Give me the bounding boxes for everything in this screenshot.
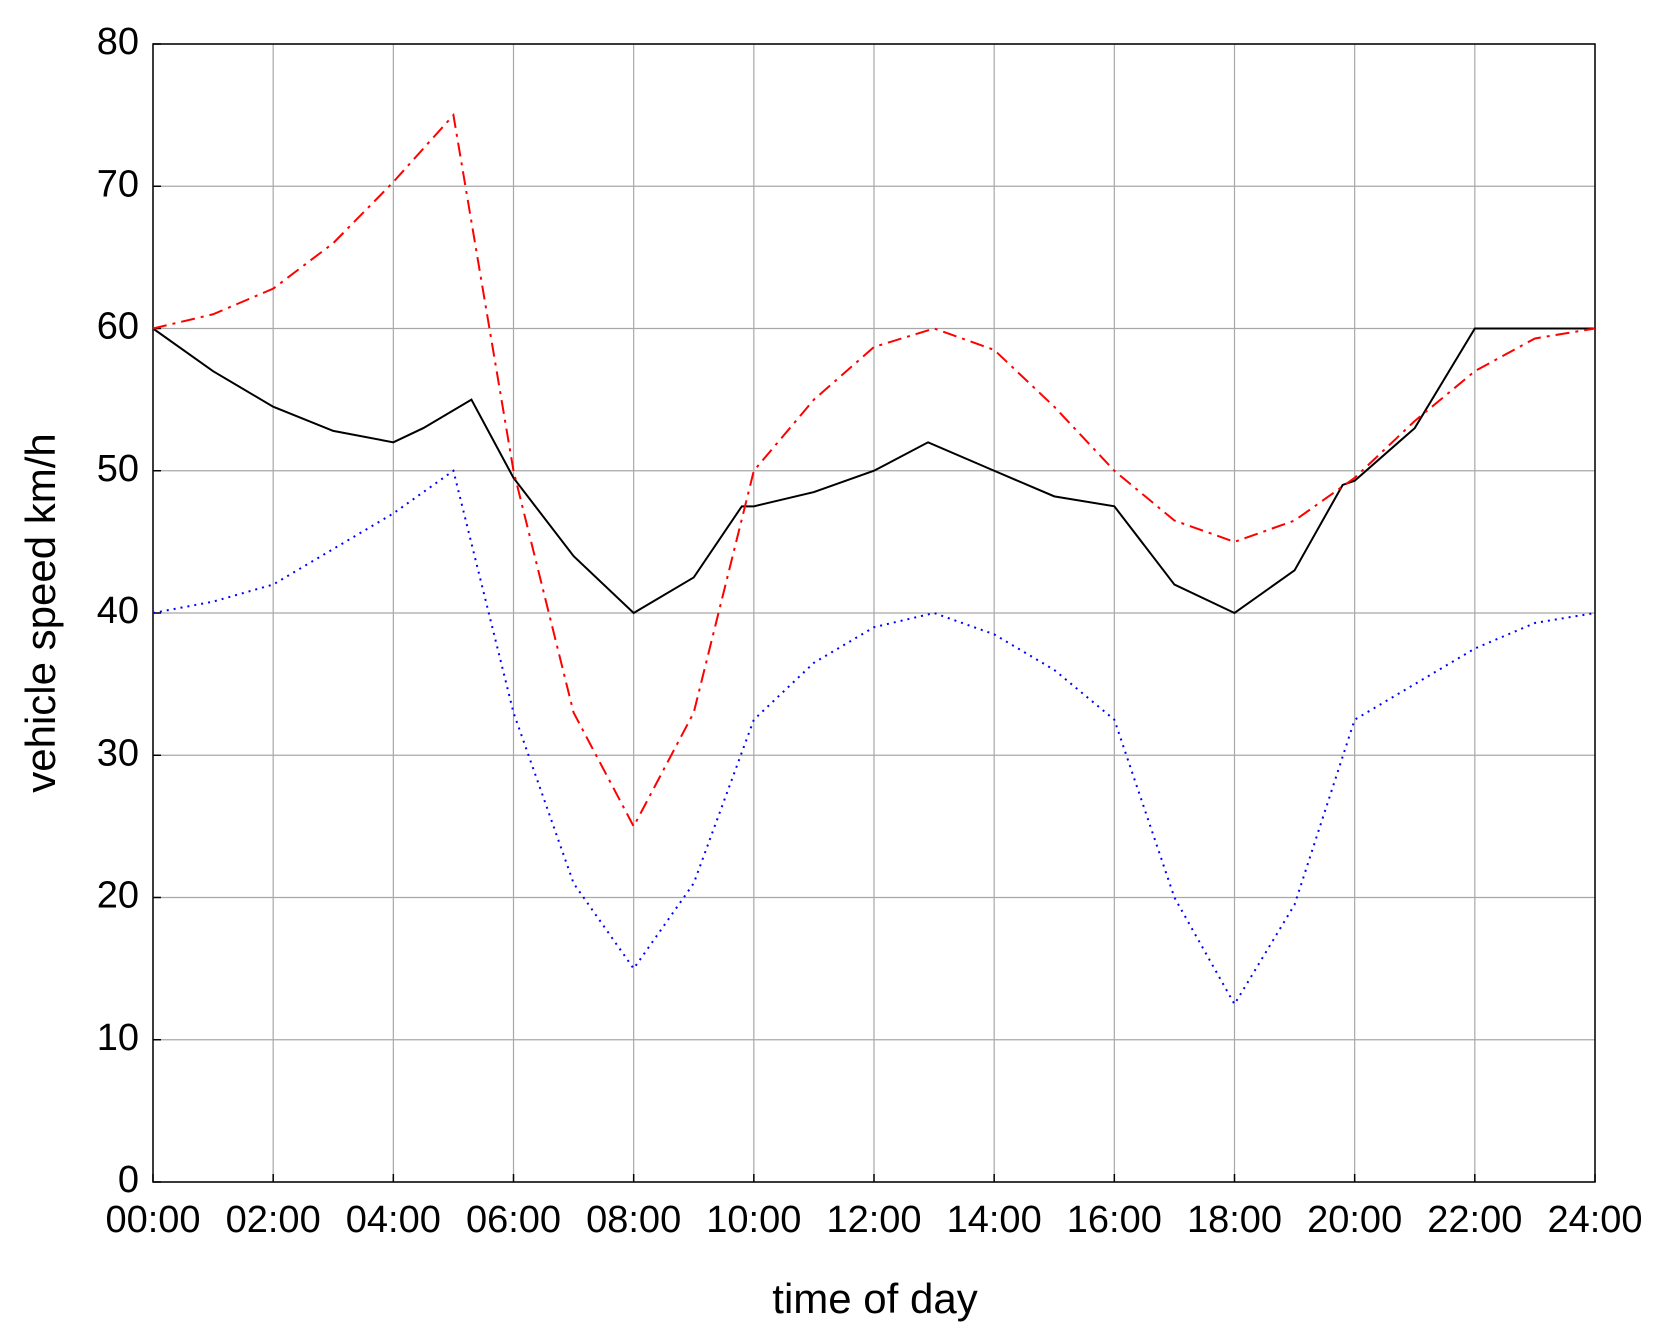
x-tick-label: 22:00 (1427, 1199, 1522, 1241)
y-tick-label: 30 (97, 732, 139, 774)
x-tick-label: 08:00 (586, 1199, 681, 1241)
x-tick-label: 14:00 (947, 1199, 1042, 1241)
x-tick-label: 12:00 (826, 1199, 921, 1241)
x-tick-label: 18:00 (1187, 1199, 1282, 1241)
line-series (152, 327, 1595, 615)
y-tick-label: 80 (97, 21, 139, 63)
y-tick-label: 0 (118, 1159, 139, 1201)
line-series (152, 469, 1596, 1007)
line-series (152, 112, 1596, 829)
x-tick-label: 00:00 (105, 1199, 200, 1241)
x-tick-label: 02:00 (226, 1199, 321, 1241)
y-tick-label: 70 (97, 163, 139, 205)
x-tick-label: 24:00 (1547, 1199, 1642, 1241)
x-tick-label: 16:00 (1067, 1199, 1162, 1241)
y-tick-label: 20 (97, 875, 139, 917)
x-axis-title: time of day (772, 1275, 977, 1322)
x-tick-label: 20:00 (1307, 1199, 1402, 1241)
y-axis-title: vehicle speed km/h (17, 433, 64, 793)
y-tick-label: 10 (97, 1017, 139, 1059)
y-tick-label: 40 (97, 590, 139, 632)
y-tick-label: 50 (97, 448, 139, 490)
x-tick-label: 06:00 (466, 1199, 561, 1241)
x-tick-label: 04:00 (346, 1199, 441, 1241)
y-tick-label: 60 (97, 306, 139, 348)
x-tick-label: 10:00 (706, 1199, 801, 1241)
